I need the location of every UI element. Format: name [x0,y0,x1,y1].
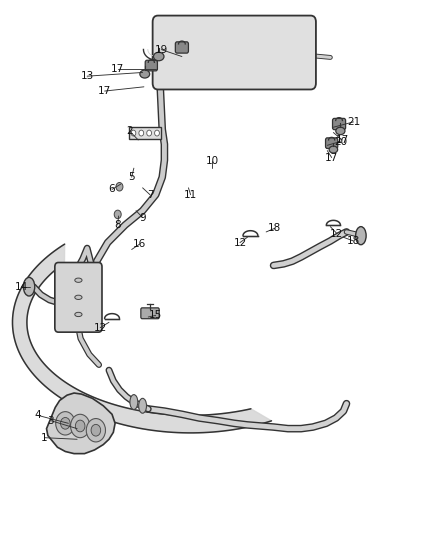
Text: 12: 12 [233,238,247,247]
Circle shape [86,418,106,442]
Text: 17: 17 [98,86,111,96]
Circle shape [60,417,70,429]
Ellipse shape [75,295,82,300]
Ellipse shape [75,312,82,317]
FancyBboxPatch shape [145,60,157,71]
Ellipse shape [336,127,345,135]
Text: 21: 21 [347,117,360,127]
Circle shape [114,210,121,219]
Ellipse shape [75,278,82,282]
Text: 17: 17 [336,135,349,145]
Text: 20: 20 [334,136,347,147]
Text: 15: 15 [149,310,162,320]
Text: 19: 19 [155,45,168,54]
Circle shape [56,411,75,435]
Polygon shape [13,244,272,433]
Text: 5: 5 [128,172,135,182]
Text: 18: 18 [268,223,282,233]
Circle shape [139,130,144,136]
Ellipse shape [139,398,147,413]
Text: 17: 17 [111,64,124,74]
Ellipse shape [153,52,164,61]
Text: 3: 3 [48,416,54,426]
Circle shape [71,414,90,438]
Circle shape [91,424,101,436]
Polygon shape [46,393,115,454]
Text: 2: 2 [126,126,133,136]
FancyBboxPatch shape [55,263,102,332]
Circle shape [147,130,152,136]
Text: 12: 12 [94,322,107,333]
Ellipse shape [23,277,35,296]
Text: 12: 12 [330,229,343,239]
Circle shape [116,182,123,191]
Text: 1: 1 [41,433,48,443]
Text: 8: 8 [114,220,121,230]
FancyBboxPatch shape [325,138,338,149]
Text: 9: 9 [139,213,146,223]
Circle shape [75,420,85,432]
Text: 13: 13 [81,71,94,81]
Text: 4: 4 [35,410,41,421]
Text: 14: 14 [15,282,28,292]
Circle shape [155,130,159,136]
Ellipse shape [140,70,150,78]
Ellipse shape [329,146,338,153]
Text: 7: 7 [147,190,153,200]
FancyBboxPatch shape [175,42,188,53]
Circle shape [131,130,136,136]
FancyBboxPatch shape [141,308,159,319]
Text: 18: 18 [347,236,360,246]
Text: 11: 11 [184,190,197,200]
Ellipse shape [130,394,138,409]
Text: 6: 6 [109,184,115,195]
Ellipse shape [356,227,366,245]
Text: 16: 16 [133,239,146,249]
Text: 17: 17 [325,152,338,163]
FancyBboxPatch shape [332,118,346,130]
FancyBboxPatch shape [130,127,161,139]
FancyBboxPatch shape [152,15,316,90]
Text: 10: 10 [206,156,219,166]
